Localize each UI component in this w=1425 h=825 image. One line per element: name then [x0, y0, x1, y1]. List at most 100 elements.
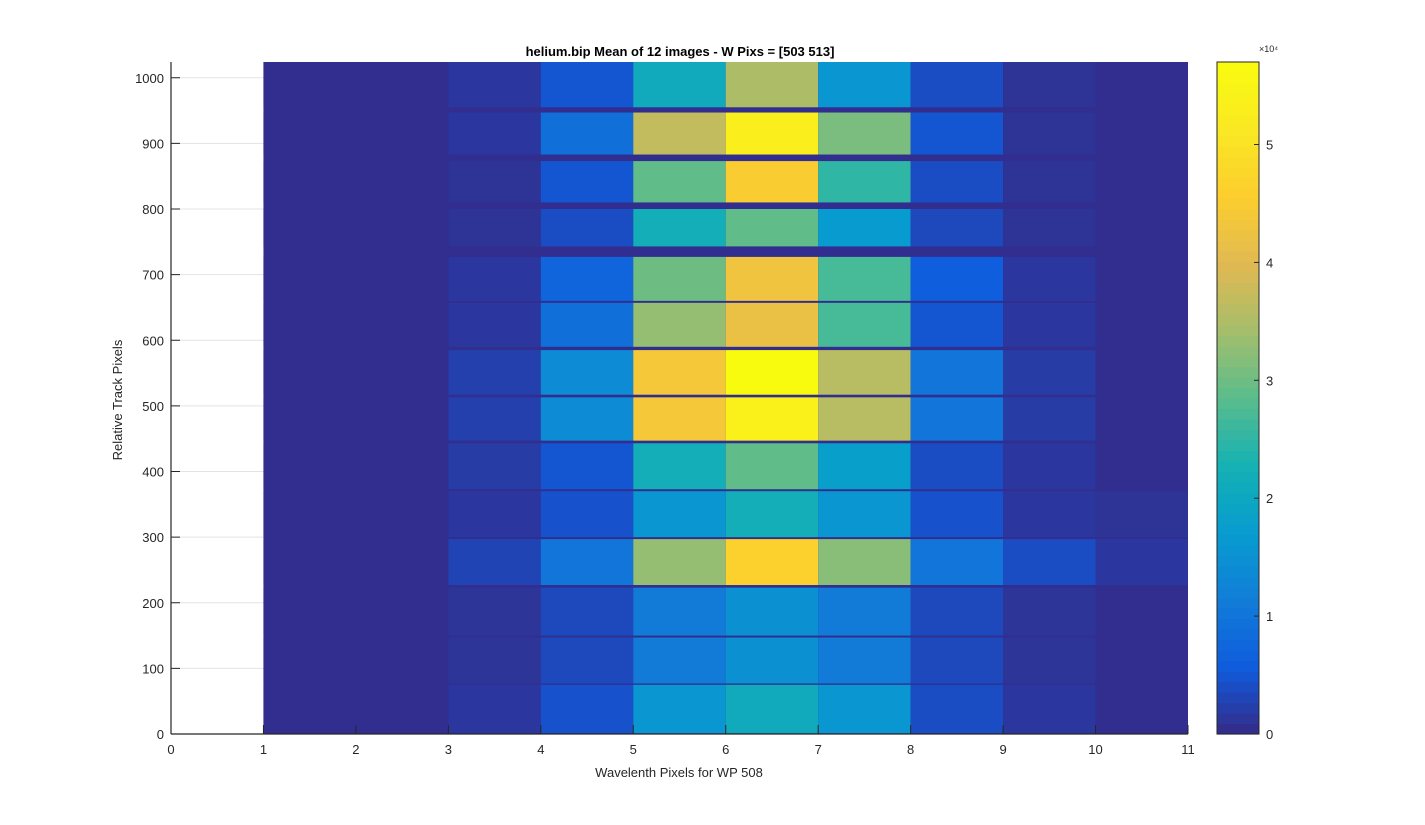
- plot-area: 0 1 2 3 4 5 6 7 8 9 10 11 0 100 200 300 400 500 600 700 800…: [135, 62, 1195, 757]
- y-tick-label: 700: [142, 268, 164, 283]
- heatmap-cell: [725, 209, 819, 247]
- x-tick-label: 4: [537, 742, 544, 757]
- heatmap-cell: [633, 443, 726, 490]
- colorbar-tick-label: 1: [1266, 609, 1273, 624]
- heatmap-cell: [1003, 637, 1096, 684]
- heatmap-cell: [633, 161, 726, 203]
- colorbar-segment: [1217, 503, 1259, 515]
- colorbar-segment: [1217, 125, 1259, 137]
- heatmap-cell: [263, 209, 356, 247]
- colorbar-frame: [1216, 61, 1260, 735]
- heatmap-cell: [540, 491, 634, 538]
- colorbar-segment: [1217, 93, 1259, 105]
- colorbar-segment: [1217, 293, 1259, 305]
- colorbar-segment: [1217, 566, 1259, 578]
- x-tick-label: 7: [815, 742, 822, 757]
- heatmap-cell: [1003, 256, 1096, 301]
- heatmap-cell: [1095, 62, 1188, 108]
- heatmap-cell: [1095, 397, 1188, 441]
- heatmap-cell: [1003, 684, 1096, 734]
- heatmap-cell: [540, 302, 634, 347]
- heatmap-cell: [725, 637, 819, 684]
- x-tick-label: 5: [630, 742, 637, 757]
- colorbar-segment: [1217, 72, 1259, 84]
- y-tick-label: 0: [157, 727, 164, 742]
- heatmap-cell: [263, 684, 356, 734]
- y-tick-label: 800: [142, 202, 164, 217]
- x-tick-label: 1: [260, 742, 267, 757]
- heatmap-cell: [540, 397, 634, 441]
- x-tick-label: 11: [1181, 742, 1195, 757]
- colorbar-segment: [1217, 587, 1259, 599]
- x-tick-label: 9: [999, 742, 1006, 757]
- heatmap-cell: [633, 256, 726, 301]
- heatmap-cell: [355, 62, 449, 108]
- heatmap-cell: [725, 256, 819, 301]
- heatmap-cell: [448, 302, 541, 347]
- heatmap-cell: [633, 397, 726, 441]
- colorbar-segment: [1217, 324, 1259, 336]
- colorbar-segment: [1217, 377, 1259, 389]
- heatmap-cell: [263, 62, 356, 108]
- heatmap-cell: [910, 112, 1004, 155]
- colorbar-segment: [1217, 629, 1259, 641]
- heatmap-cell: [725, 302, 819, 347]
- heatmap-cell: [1095, 256, 1188, 301]
- heatmap-cell: [633, 209, 726, 247]
- colorbar-segment: [1217, 240, 1259, 252]
- colorbar-segment: [1217, 114, 1259, 126]
- heatmap-cell: [910, 587, 1004, 636]
- heatmap-cell: [818, 302, 911, 347]
- heatmap-cell: [910, 684, 1004, 734]
- colorbar-segment: [1217, 692, 1259, 704]
- heatmap-cell: [818, 491, 911, 538]
- heatmap-cell: [1095, 587, 1188, 636]
- heatmap-cell: [725, 350, 819, 395]
- heatmap-cell: [725, 539, 819, 586]
- heatmap-cell: [448, 491, 541, 538]
- colorbar-segment: [1217, 272, 1259, 284]
- heatmap-cell: [540, 256, 634, 301]
- colorbar-segment: [1217, 146, 1259, 158]
- colorbar-ticks: 0 1 2 3 4 5: [1254, 138, 1273, 742]
- colorbar-segment: [1217, 345, 1259, 357]
- heatmap-cell: [263, 539, 356, 586]
- colorbar-segment: [1217, 723, 1259, 735]
- colorbar-segment: [1217, 524, 1259, 536]
- heatmap-cell: [540, 112, 634, 155]
- heatmap-cell: [1003, 443, 1096, 490]
- heatmap-cell: [1003, 62, 1096, 108]
- heatmap-cell: [910, 62, 1004, 108]
- colorbar-segment: [1217, 230, 1259, 242]
- heatmap-cell: [263, 350, 356, 395]
- heatmap-cell: [818, 443, 911, 490]
- heatmap-cell: [633, 112, 726, 155]
- heatmap-cell: [540, 587, 634, 636]
- heatmap-cell: [263, 443, 356, 490]
- colorbar-segment: [1217, 62, 1259, 74]
- colorbar-segment: [1217, 135, 1259, 147]
- heatmap-cell: [818, 684, 911, 734]
- x-axis-label: Wavelenth Pixels for WP 508: [595, 765, 763, 780]
- heatmap-cell: [633, 491, 726, 538]
- heatmap-cell: [355, 350, 449, 395]
- heatmap-cell: [818, 256, 911, 301]
- y-tick-label: 600: [142, 333, 164, 348]
- heatmap-cell: [1095, 302, 1188, 347]
- colorbar-segment: [1217, 83, 1259, 95]
- heatmap-cell: [1095, 443, 1188, 490]
- heatmap-cell: [725, 112, 819, 155]
- colorbar-gradient: [1217, 62, 1259, 735]
- heatmap-cell: [263, 397, 356, 441]
- heatmap-cell: [355, 302, 449, 347]
- heatmap-cell: [448, 637, 541, 684]
- colorbar-segment: [1217, 419, 1259, 431]
- colorbar-segment: [1217, 261, 1259, 273]
- colorbar-segment: [1217, 387, 1259, 399]
- heatmap-cell: [818, 397, 911, 441]
- heatmap-cell: [448, 587, 541, 636]
- heatmap-cell: [448, 62, 541, 108]
- colorbar-segment: [1217, 408, 1259, 420]
- heatmap-cell: [448, 443, 541, 490]
- colorbar-segment: [1217, 618, 1259, 630]
